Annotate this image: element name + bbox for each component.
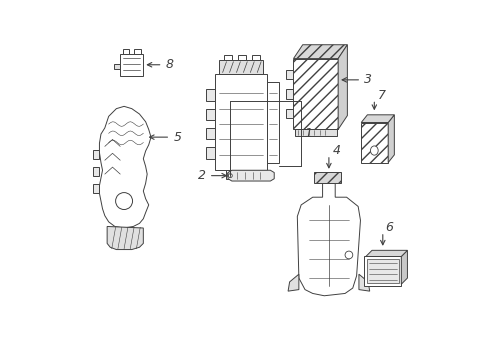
Text: 6: 6 <box>385 221 393 234</box>
Polygon shape <box>401 250 408 284</box>
Bar <box>295 130 337 136</box>
Bar <box>93 184 99 193</box>
Bar <box>224 55 232 60</box>
Polygon shape <box>219 60 264 74</box>
Polygon shape <box>388 115 394 163</box>
Bar <box>226 170 256 180</box>
Bar <box>314 172 341 183</box>
Bar <box>134 49 141 54</box>
Ellipse shape <box>370 146 378 155</box>
Polygon shape <box>338 45 347 130</box>
Polygon shape <box>359 274 370 291</box>
Text: 1: 1 <box>304 127 312 140</box>
Bar <box>268 82 279 163</box>
Bar <box>114 64 120 69</box>
Bar <box>365 256 401 286</box>
Text: 8: 8 <box>166 58 173 71</box>
Polygon shape <box>288 274 299 291</box>
Text: 4: 4 <box>333 144 341 157</box>
Polygon shape <box>107 226 143 249</box>
Bar <box>294 59 338 130</box>
Text: 7: 7 <box>378 89 386 102</box>
Ellipse shape <box>228 174 232 177</box>
Bar <box>93 150 99 159</box>
Ellipse shape <box>345 251 353 259</box>
Ellipse shape <box>116 193 132 210</box>
Polygon shape <box>294 45 347 59</box>
Bar <box>286 70 294 80</box>
Bar <box>361 122 388 163</box>
Ellipse shape <box>227 172 233 178</box>
Bar <box>206 89 215 101</box>
Polygon shape <box>297 183 361 296</box>
Bar <box>206 147 215 159</box>
Bar <box>286 109 294 118</box>
Bar <box>120 54 143 76</box>
Polygon shape <box>366 250 408 256</box>
Bar <box>252 55 260 60</box>
Bar <box>286 89 294 99</box>
Polygon shape <box>228 170 274 181</box>
Polygon shape <box>361 115 394 122</box>
Polygon shape <box>215 74 268 170</box>
Bar <box>314 172 341 183</box>
Text: 2: 2 <box>197 169 206 182</box>
Bar <box>122 49 129 54</box>
Text: 5: 5 <box>173 131 181 144</box>
Bar <box>206 128 215 139</box>
Bar <box>367 259 399 283</box>
Bar <box>206 109 215 120</box>
Polygon shape <box>294 59 338 130</box>
Bar <box>361 122 388 163</box>
Bar <box>238 55 245 60</box>
Polygon shape <box>99 106 151 228</box>
Text: 3: 3 <box>365 73 372 86</box>
Bar <box>93 167 99 176</box>
